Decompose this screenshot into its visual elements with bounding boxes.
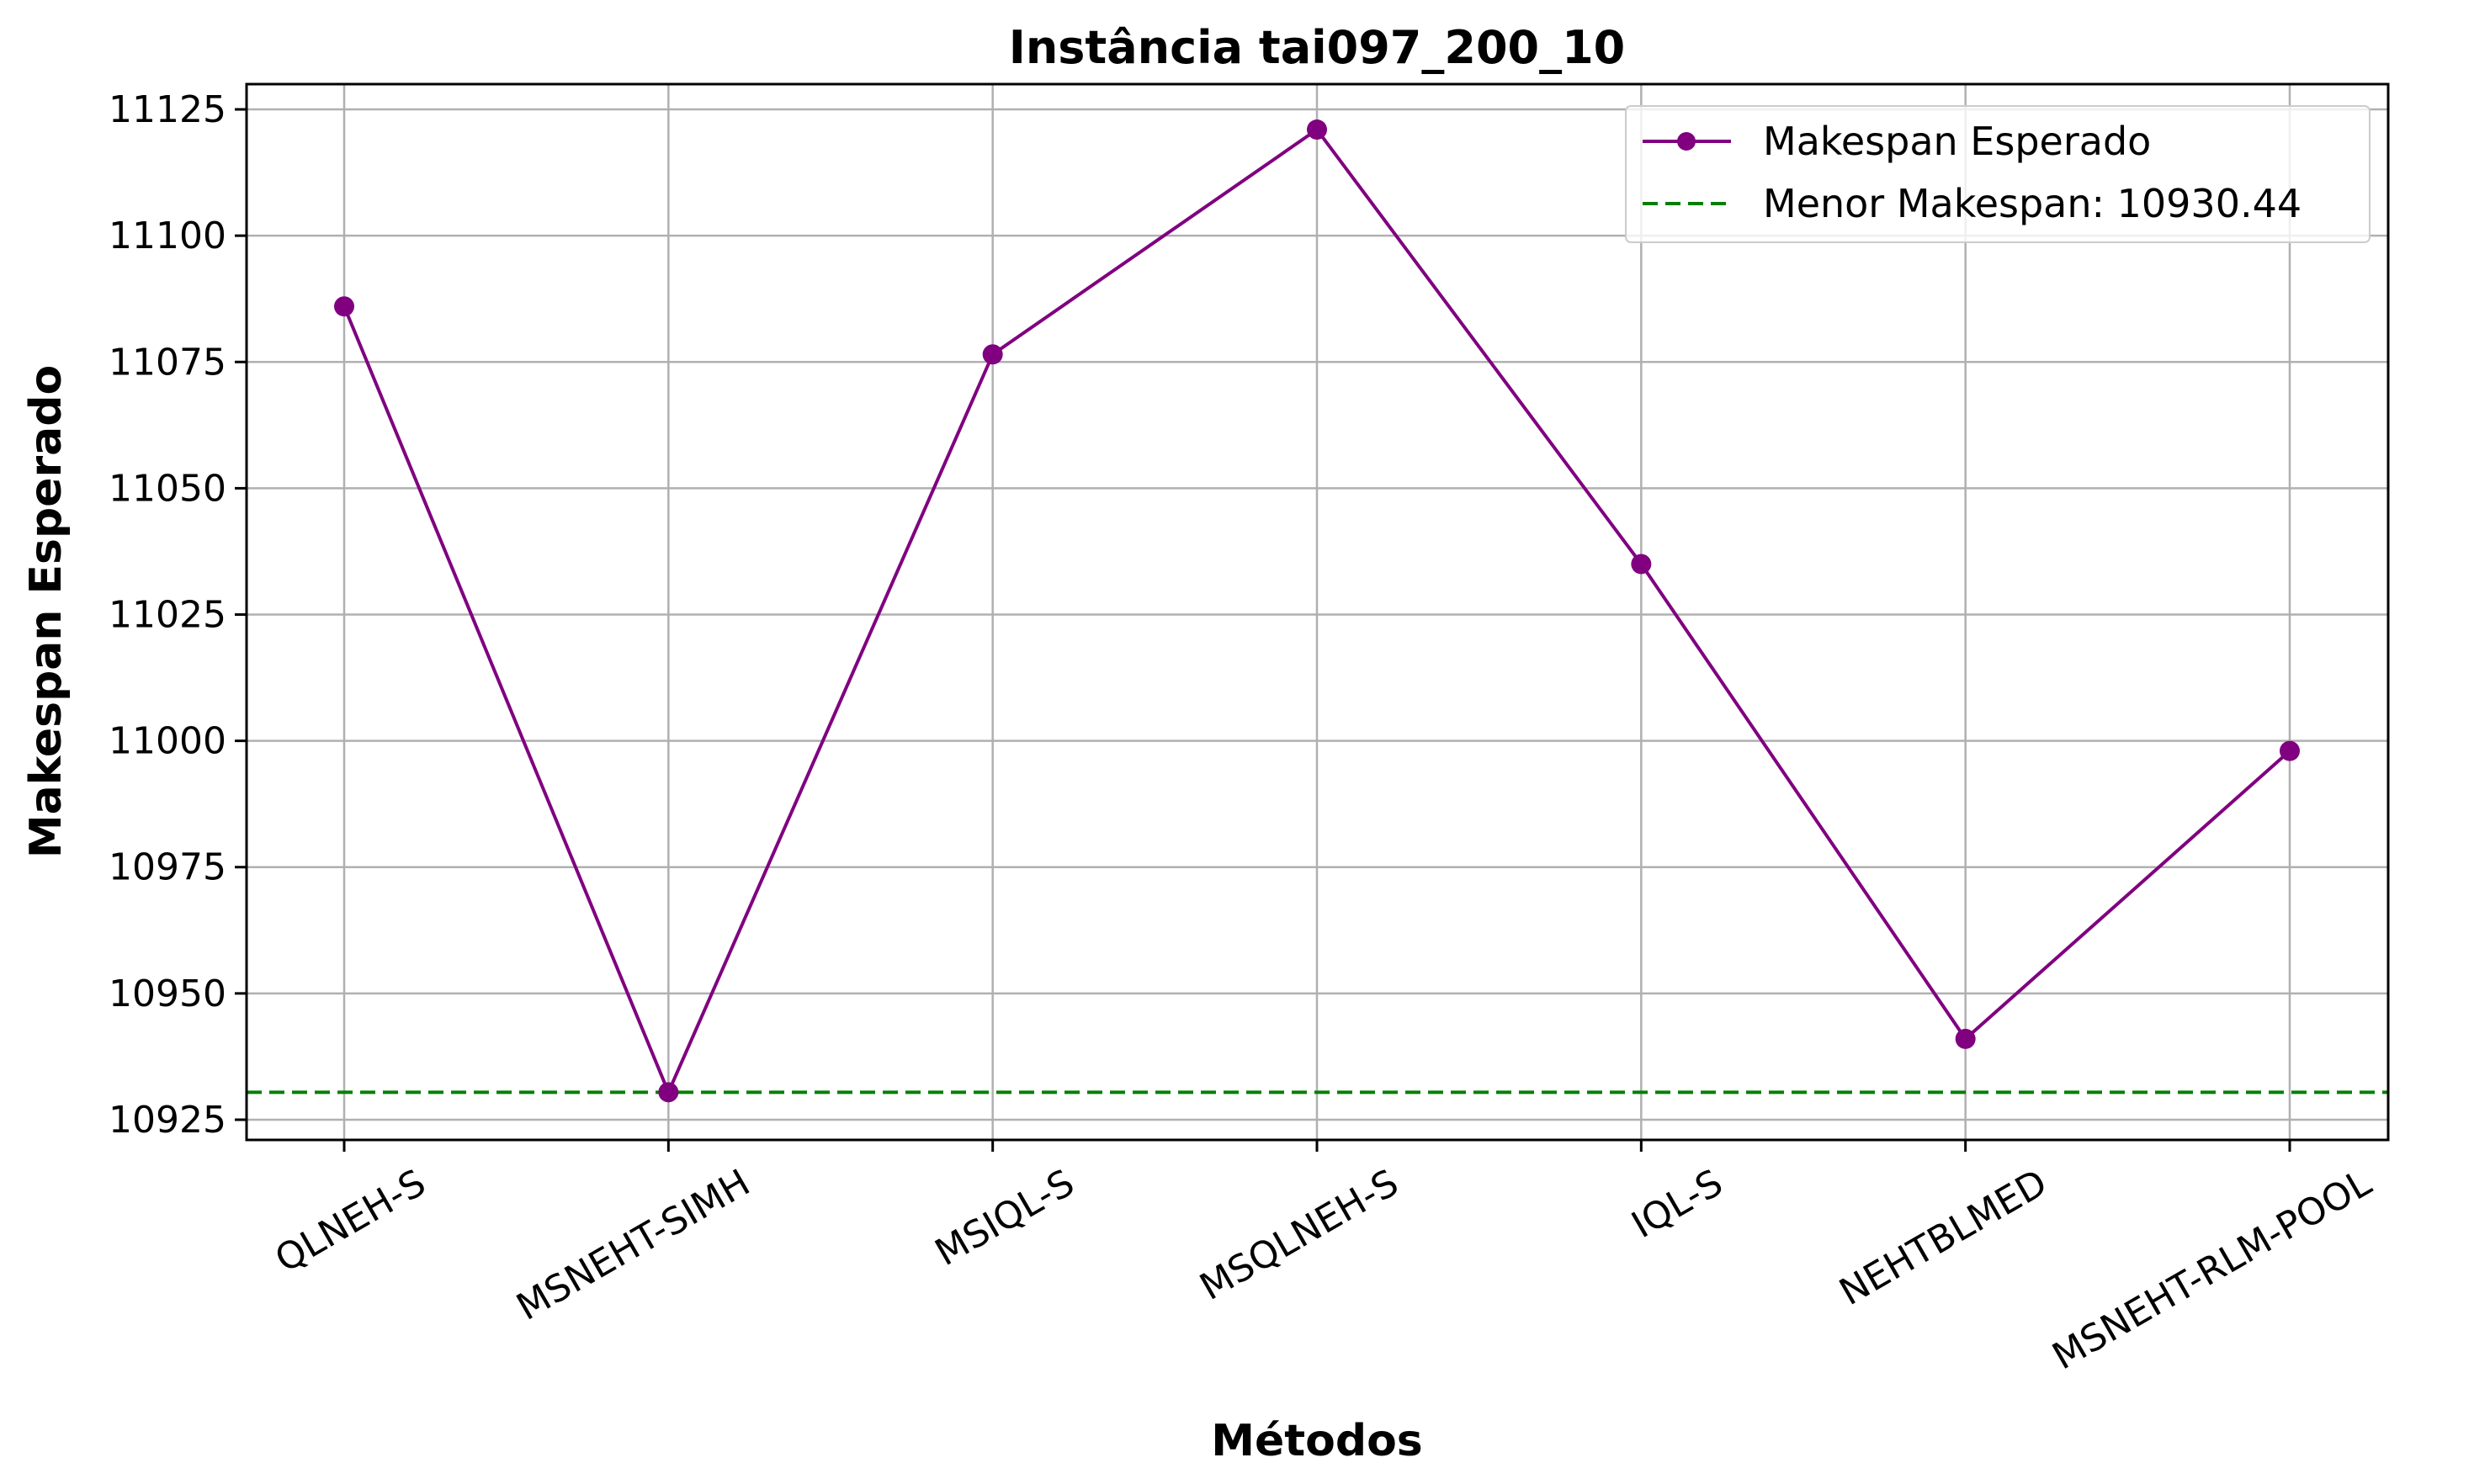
data-point bbox=[334, 296, 354, 317]
y-tick-label: 10925 bbox=[109, 1099, 226, 1142]
y-tick-label: 11050 bbox=[109, 467, 226, 510]
x-axis-label: Métodos bbox=[1211, 1416, 1423, 1466]
y-tick-label: 10950 bbox=[109, 973, 226, 1015]
series bbox=[334, 119, 2300, 1103]
data-point bbox=[658, 1082, 679, 1103]
y-tick-label: 11125 bbox=[109, 88, 226, 131]
legend-series-label: Makespan Esperado bbox=[1763, 119, 2151, 164]
legend-reference-label: Menor Makespan: 10930.44 bbox=[1763, 181, 2302, 226]
y-axis-label: Makespan Esperado bbox=[21, 365, 72, 858]
data-point bbox=[1307, 119, 1327, 140]
data-point bbox=[2280, 740, 2300, 761]
legend: Makespan Esperado Menor Makespan: 10930.… bbox=[1625, 105, 2371, 243]
y-tick-label: 10975 bbox=[109, 846, 226, 889]
data-point bbox=[982, 344, 1003, 365]
y-tick-label: 11000 bbox=[109, 720, 226, 763]
chart-title: Instância tai097_200_10 bbox=[1009, 21, 1625, 74]
y-axis-ticks: 10925 10950 10975 11000 11025 11050 11075 11100… bbox=[109, 88, 247, 1142]
legend-series-marker bbox=[1677, 132, 1696, 151]
y-tick-label: 11025 bbox=[109, 594, 226, 637]
data-point bbox=[1955, 1028, 1976, 1049]
y-tick-label: 11100 bbox=[109, 215, 226, 257]
data-point bbox=[1631, 554, 1652, 575]
grid bbox=[247, 84, 2388, 1140]
legend-box bbox=[1625, 105, 2371, 243]
y-tick-label: 11075 bbox=[109, 341, 226, 384]
